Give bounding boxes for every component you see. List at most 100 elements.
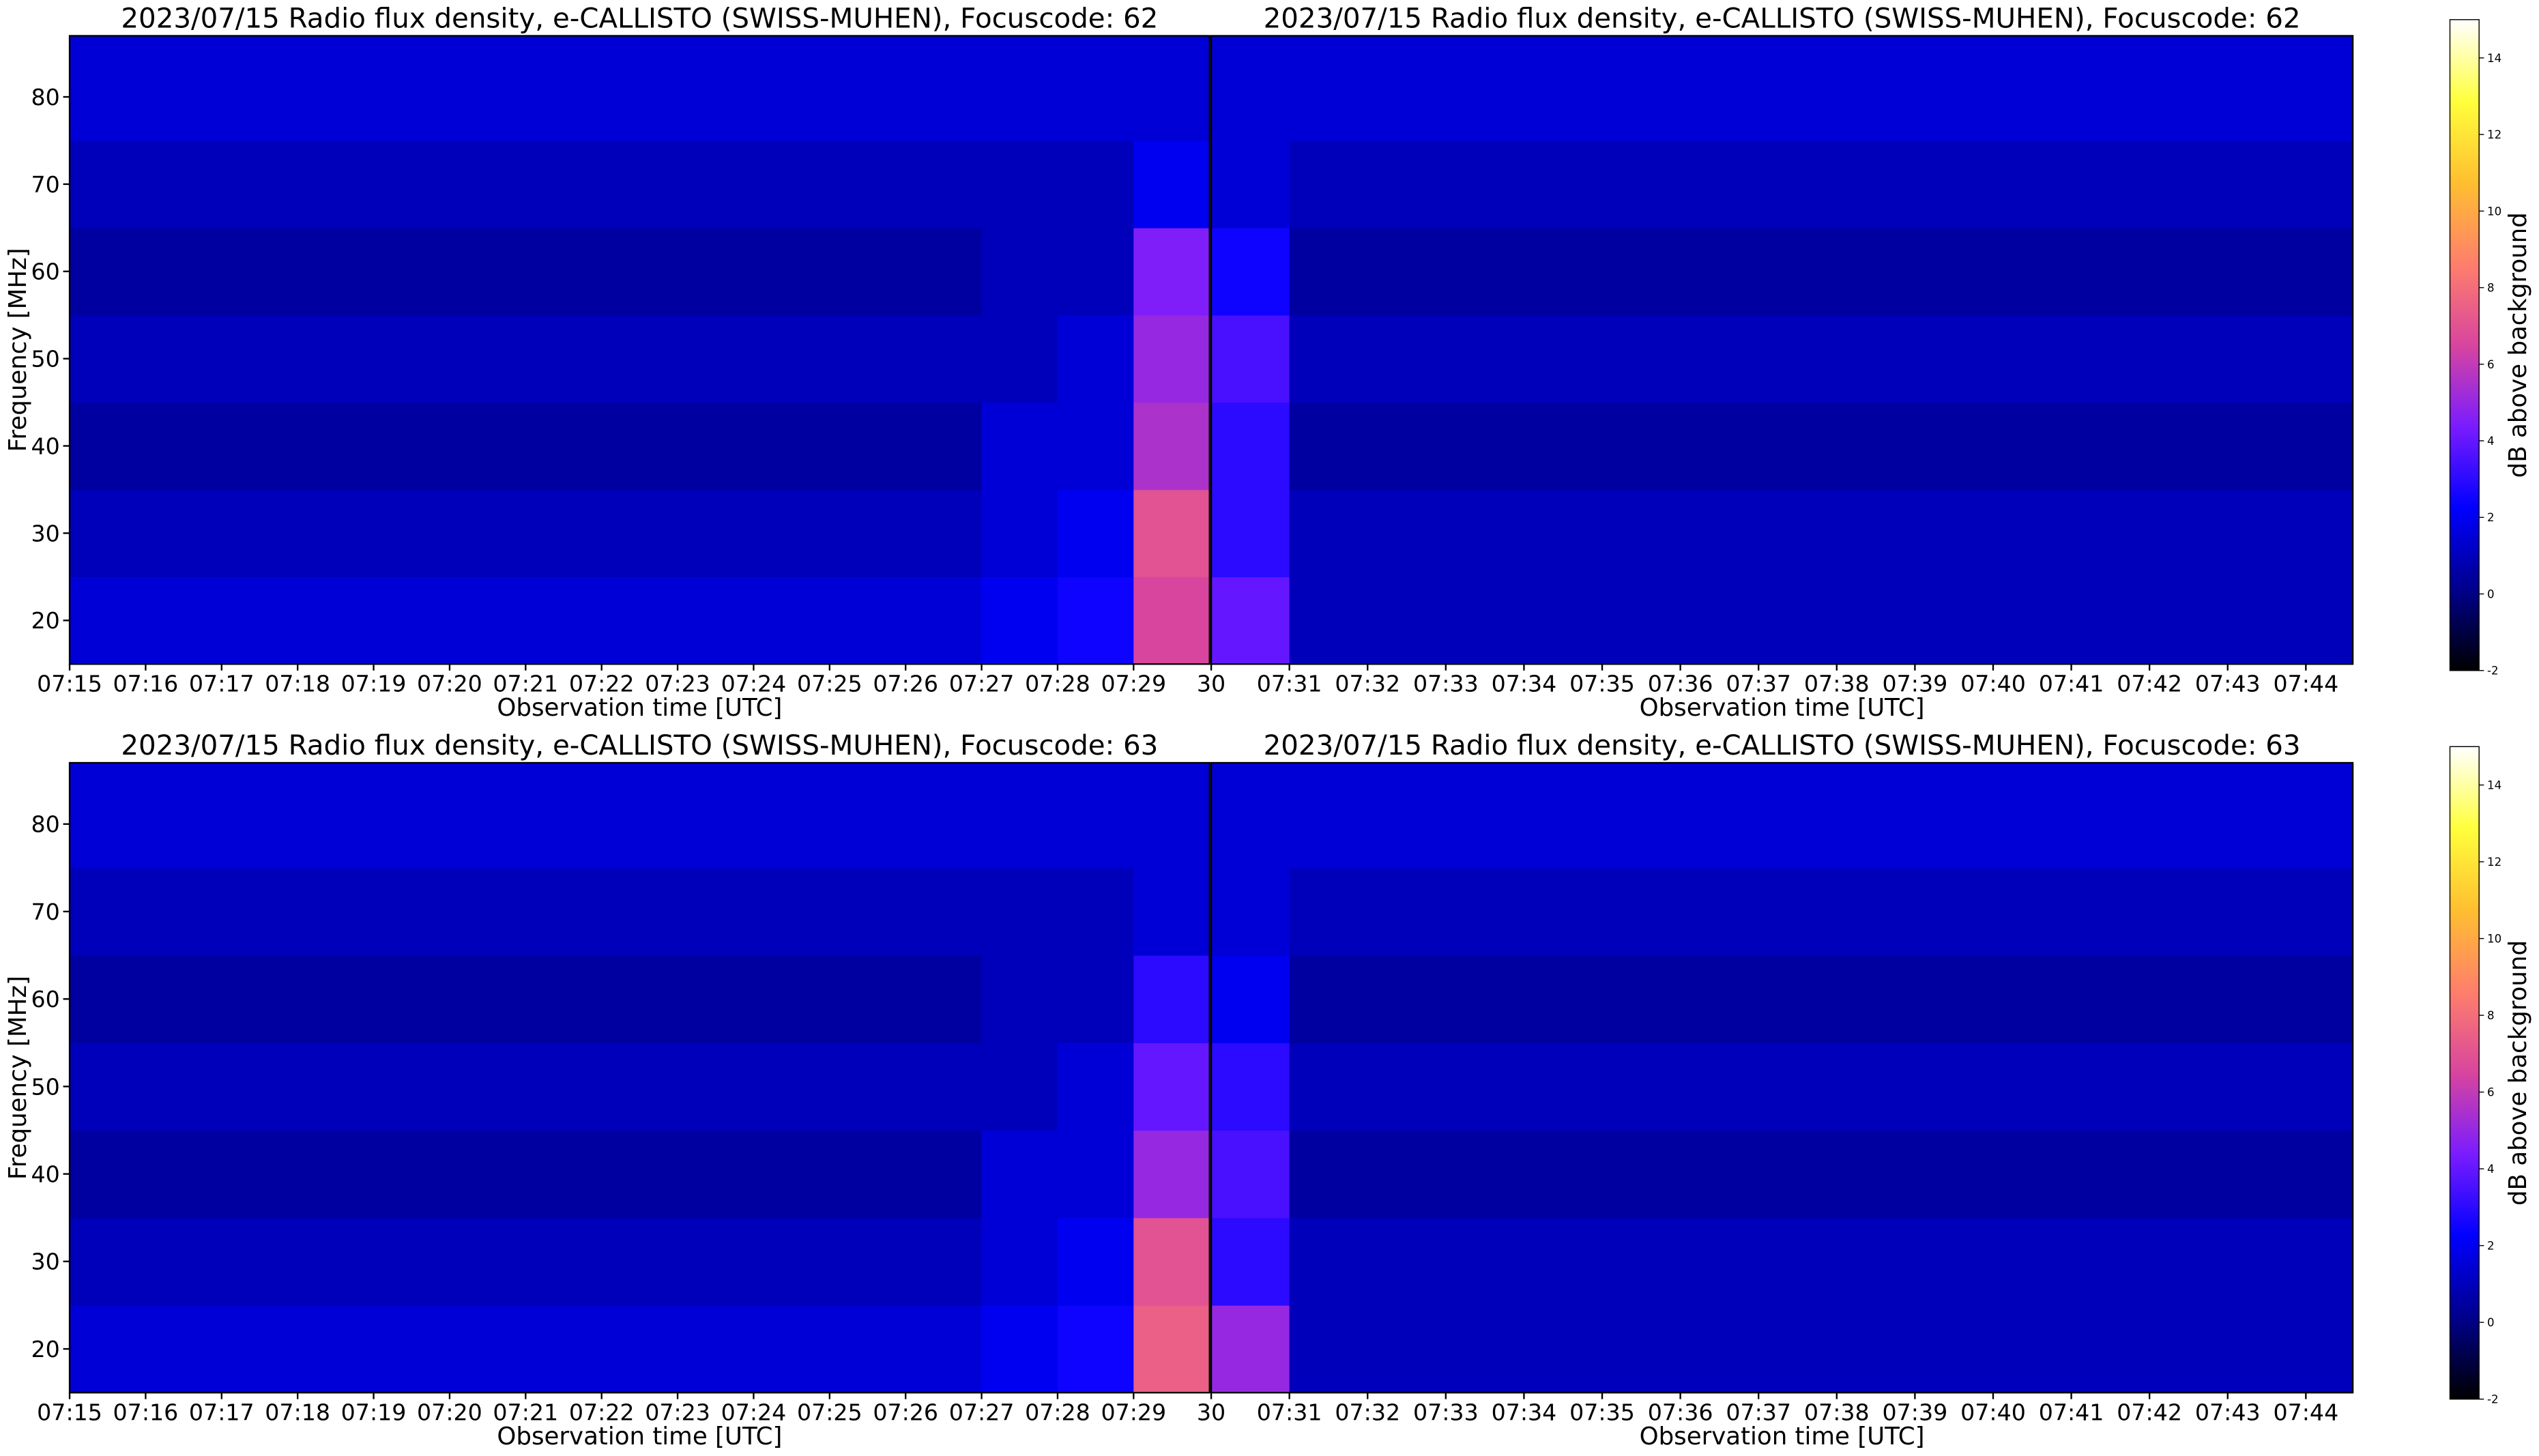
heatmap-cell <box>373 227 450 316</box>
x-tick-label: 07:25 <box>797 1399 862 1425</box>
heatmap-cell <box>1602 1305 1681 1393</box>
heatmap-cell <box>1758 402 1838 491</box>
heatmap-cell <box>1836 1043 1916 1131</box>
x-tick-label: 07:24 <box>721 671 787 697</box>
x-tick-label: 07:16 <box>113 671 179 697</box>
heatmap-cell <box>449 489 527 578</box>
heatmap-cell <box>601 402 678 491</box>
heatmap-cell <box>753 402 830 491</box>
x-tick-label: 07:16 <box>113 1399 179 1425</box>
x-tick-label: 07:38 <box>1804 671 1870 697</box>
heatmap-cell <box>1915 1217 1994 1306</box>
heatmap-cell <box>601 1043 678 1131</box>
heatmap-cell <box>1680 955 1759 1044</box>
heatmap-cell <box>2071 140 2150 229</box>
heatmap-cell <box>2149 1305 2229 1393</box>
heatmap-cell <box>525 763 603 869</box>
heatmap-cell <box>70 35 147 141</box>
heatmap-cell <box>221 577 298 665</box>
heatmap-cell <box>1289 1305 1368 1393</box>
heatmap-cell <box>1915 227 1994 316</box>
colorbar-tick-label: 10 <box>2487 933 2501 946</box>
y-tick-label: 80 <box>31 84 60 111</box>
heatmap-cell <box>2306 1305 2353 1393</box>
heatmap-cell <box>2071 315 2150 403</box>
heatmap-cell <box>145 955 222 1044</box>
heatmap-cell <box>373 489 450 578</box>
heatmap-cell <box>981 35 1058 141</box>
heatmap-cell <box>1367 489 1447 578</box>
heatmap-cell <box>1211 402 1290 491</box>
heatmap-cell <box>145 489 222 578</box>
heatmap-cell <box>753 1217 830 1306</box>
heatmap-cell <box>2149 1043 2229 1131</box>
heatmap-cell <box>1602 315 1681 403</box>
heatmap-cell <box>1836 867 1916 956</box>
x-tick-label: 07:36 <box>1648 1399 1713 1425</box>
x-axis-label: Observation time [UTC] <box>1640 1423 1925 1451</box>
x-axis-label: Observation time [UTC] <box>1640 694 1925 722</box>
heatmap-cell <box>2306 867 2353 956</box>
x-tick-label: 07:32 <box>1335 1399 1400 1425</box>
heatmap-cell <box>678 867 755 956</box>
heatmap-cell <box>1602 402 1681 491</box>
x-tick-label: 07:25 <box>797 671 862 697</box>
heatmap-cell <box>1992 1217 2072 1306</box>
heatmap-cell <box>1836 577 1916 665</box>
heatmap-cell <box>1602 35 1681 141</box>
heatmap-cell <box>449 955 527 1044</box>
heatmap-cell <box>2149 1130 2229 1219</box>
heatmap-cell <box>70 955 147 1044</box>
heatmap-cell <box>1445 1130 1525 1219</box>
heatmap-cell <box>981 1130 1058 1219</box>
heatmap-cell <box>298 35 375 141</box>
x-tick-label: 07:17 <box>189 671 255 697</box>
heatmap-cell <box>2149 140 2229 229</box>
heatmap-cell <box>905 1305 983 1393</box>
y-tick-label: 70 <box>31 171 60 198</box>
heatmap-cell <box>298 1043 375 1131</box>
heatmap-cell <box>221 763 298 869</box>
heatmap-cell <box>905 1130 983 1219</box>
heatmap-cell <box>221 140 298 229</box>
heatmap-cell <box>981 315 1058 403</box>
x-tick-label: 07:21 <box>493 671 558 697</box>
heatmap-cell <box>1602 955 1681 1044</box>
heatmap-cell <box>1758 35 1838 141</box>
heatmap-cell <box>2306 763 2353 869</box>
heatmap-cell <box>1211 1130 1290 1219</box>
heatmap-cell <box>298 1305 375 1393</box>
x-tick-label: 07:27 <box>949 671 1015 697</box>
heatmap-cell <box>2149 489 2229 578</box>
x-tick-label: 30 <box>1197 1399 1225 1425</box>
heatmap-cell <box>145 1130 222 1219</box>
heatmap-cell <box>2227 489 2307 578</box>
x-tick-label: 07:36 <box>1648 671 1713 697</box>
heatmap-cell <box>1602 867 1681 956</box>
heatmap-cell <box>905 1043 983 1131</box>
heatmap-cell <box>829 1217 906 1306</box>
heatmap-cell <box>525 1217 603 1306</box>
heatmap-cell <box>753 763 830 869</box>
heatmap-cell <box>1057 140 1135 229</box>
heatmap-cell <box>905 315 983 403</box>
heatmap-cell <box>145 227 222 316</box>
heatmap-cell <box>1680 315 1759 403</box>
y-axis-label: Frequency [MHz] <box>4 976 32 1180</box>
heatmap-cell <box>829 1130 906 1219</box>
heatmap-cell <box>449 227 527 316</box>
heatmap-cell <box>373 1217 450 1306</box>
x-tick-label: 07:43 <box>2195 1399 2261 1425</box>
heatmap-cell <box>1524 489 1603 578</box>
heatmap-cell <box>1289 227 1368 316</box>
heatmap-cell <box>981 489 1058 578</box>
heatmap-cell <box>678 955 755 1044</box>
x-tick-label: 07:24 <box>721 1399 787 1425</box>
heatmap-cell <box>2227 763 2307 869</box>
colorbar-tick-label: 8 <box>2487 282 2495 295</box>
heatmap-cell <box>221 1305 298 1393</box>
heatmap-cell <box>1992 140 2072 229</box>
heatmap-cell <box>1915 577 1994 665</box>
heatmap-cell <box>1680 577 1759 665</box>
heatmap-cell <box>2227 1217 2307 1306</box>
